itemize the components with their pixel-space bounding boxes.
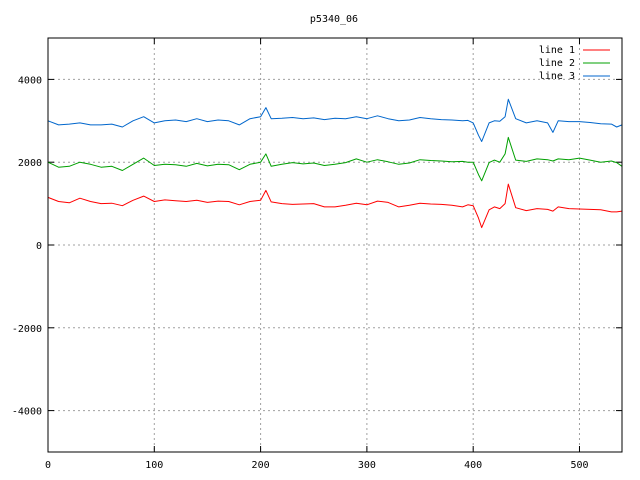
x-tick-label: 0 [45,460,51,471]
x-tick-label: 400 [464,460,482,471]
legend: line 1 line 2 line 3 [539,45,610,82]
legend-entry-label: line 1 [539,45,575,56]
y-tick-label: 0 [36,241,42,252]
x-tick-label: 300 [358,460,376,471]
y-tick-label: 4000 [18,75,42,86]
y-tick-label: 2000 [18,158,42,169]
x-tick-label: 500 [570,460,588,471]
y-tick-label: -2000 [12,324,42,335]
plot-frame [47,37,623,453]
tick-labels: 0 100 200 300 400 500 -4000 -2000 0 2000 4000 [12,75,589,471]
series-line-1 [47,183,623,229]
legend-entry-label: line 2 [539,58,575,69]
y-tick-label: -4000 [12,407,42,418]
chart-title: p5340_06 [310,14,358,25]
series-line-3 [47,98,623,142]
x-tick-label: 200 [252,460,270,471]
series-lines [47,98,623,229]
grid [47,38,622,452]
legend-entry-label: line 3 [539,71,575,82]
series-line-2 [47,136,623,182]
x-tick-label: 100 [145,460,163,471]
